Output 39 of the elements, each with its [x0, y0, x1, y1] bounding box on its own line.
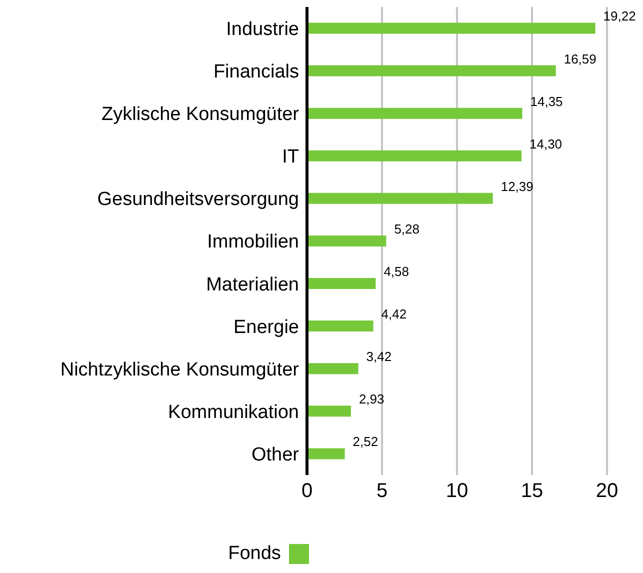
y-tick-label: Zyklische Konsumgüter [102, 104, 300, 126]
bar [307, 320, 374, 332]
bar [307, 192, 493, 204]
x-tick-label: 0 [301, 480, 313, 502]
y-tick-label: Immobilien [207, 232, 299, 253]
data-label: 14,30 [530, 136, 562, 152]
y-tick-label: Industrie [226, 19, 299, 40]
bar [307, 363, 358, 374]
bar [307, 406, 351, 417]
bar [307, 278, 376, 290]
data-label: 3,42 [366, 349, 392, 364]
data-label: 4,42 [381, 306, 407, 322]
x-tick-label: 15 [520, 480, 544, 502]
data-label: 2,52 [352, 434, 378, 450]
bar [307, 235, 386, 246]
y-tick-label: Energie [234, 316, 299, 338]
bar [307, 150, 522, 162]
data-label: 19,22 [603, 8, 636, 24]
y-tick-label: Kommunikation [168, 402, 299, 423]
data-label: 14,35 [530, 94, 563, 109]
data-label: 16,59 [564, 51, 596, 66]
data-label: 5,28 [394, 221, 420, 236]
y-tick-label: IT [282, 146, 300, 168]
y-tick-label: Materialien [206, 274, 299, 296]
y-tick-label: Gesundheitsversorgung [97, 189, 299, 210]
bar [307, 22, 596, 34]
y-tick-label: Financials [213, 62, 299, 83]
bar [307, 448, 345, 460]
x-tick-label: 10 [446, 480, 468, 502]
y-tick-label: Nichtzyklische Konsumgüter [60, 359, 300, 380]
x-tick-label: 5 [376, 480, 388, 502]
data-label: 12,39 [500, 178, 534, 194]
x-tick-label: 20 [596, 480, 618, 502]
bar [307, 108, 522, 119]
bar [307, 65, 556, 76]
data-label: 2,93 [358, 392, 384, 407]
legend-label: Fonds [228, 543, 281, 565]
y-tick-label: Other [251, 444, 300, 466]
data-label: 4,58 [384, 264, 410, 280]
